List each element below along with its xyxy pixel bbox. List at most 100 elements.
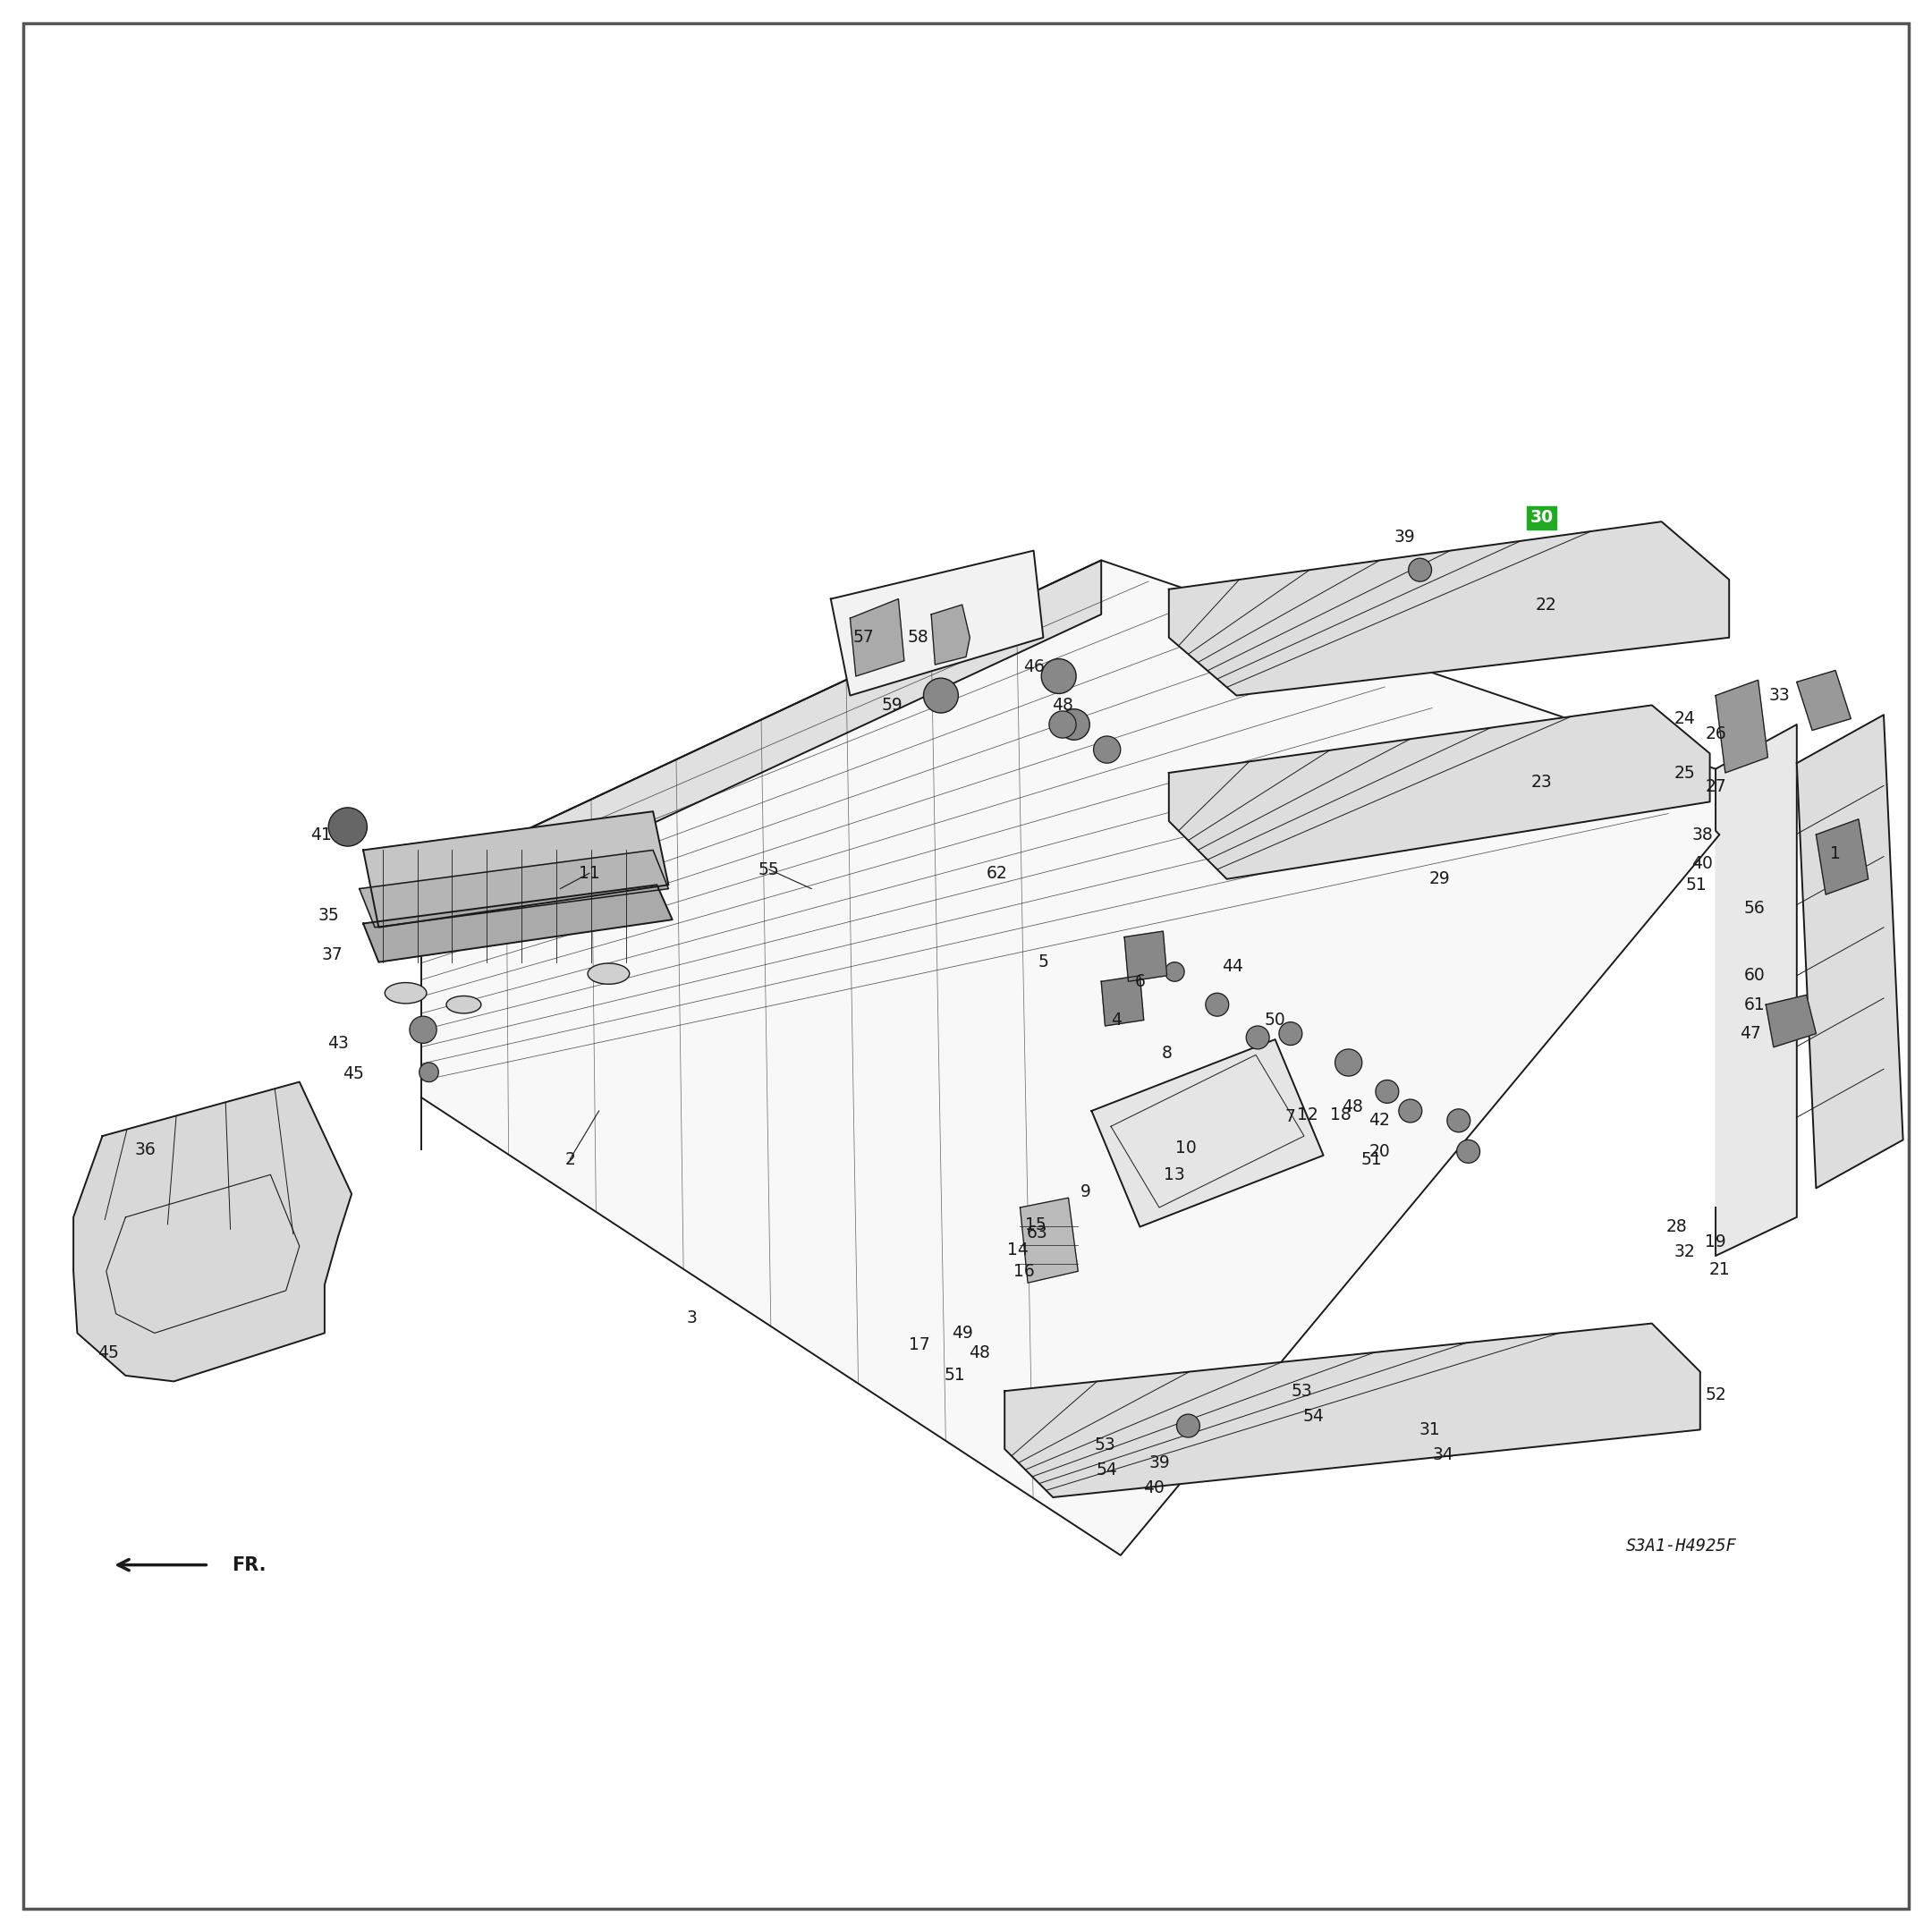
Text: 50: 50 [1265,1012,1285,1028]
Text: 1: 1 [1830,846,1841,862]
Text: 39: 39 [1150,1455,1169,1470]
Text: 19: 19 [1706,1235,1725,1250]
Polygon shape [1169,522,1729,696]
Circle shape [1408,558,1432,582]
Text: 24: 24 [1673,711,1696,726]
Polygon shape [1797,670,1851,730]
Ellipse shape [384,983,427,1003]
Polygon shape [1716,724,1797,1256]
Text: 42: 42 [1368,1113,1391,1128]
Circle shape [1279,1022,1302,1045]
Polygon shape [421,560,1101,931]
Text: 34: 34 [1432,1447,1455,1463]
Text: 40: 40 [1142,1480,1165,1495]
Ellipse shape [446,997,481,1012]
Text: 54: 54 [1095,1463,1119,1478]
Polygon shape [1716,680,1768,773]
Text: 48: 48 [1341,1099,1364,1115]
Circle shape [1376,1080,1399,1103]
Text: 57: 57 [854,630,873,645]
Text: 12: 12 [1298,1107,1318,1122]
Text: 56: 56 [1745,900,1764,916]
Text: 35: 35 [319,908,338,923]
Circle shape [1049,711,1076,738]
Text: 53: 53 [1095,1437,1115,1453]
Text: 53: 53 [1293,1383,1312,1399]
Text: 58: 58 [908,630,927,645]
Polygon shape [1124,931,1167,981]
Circle shape [1457,1140,1480,1163]
Polygon shape [359,850,668,927]
Text: FR.: FR. [232,1555,267,1575]
Circle shape [1094,736,1121,763]
Text: 29: 29 [1430,871,1449,887]
Polygon shape [850,599,904,676]
Text: 11: 11 [580,866,599,881]
Circle shape [1447,1109,1470,1132]
Text: 45: 45 [97,1345,120,1360]
Text: 20: 20 [1370,1144,1389,1159]
Text: 51: 51 [945,1368,964,1383]
Polygon shape [73,1082,352,1381]
Text: 26: 26 [1706,726,1725,742]
Text: 37: 37 [323,947,342,962]
Circle shape [1041,659,1076,694]
Text: 48: 48 [968,1345,991,1360]
Circle shape [1206,993,1229,1016]
Text: 18: 18 [1331,1107,1350,1122]
Circle shape [1399,1099,1422,1122]
Text: 61: 61 [1745,997,1764,1012]
Text: 8: 8 [1161,1045,1173,1061]
Text: 13: 13 [1165,1167,1184,1182]
Text: 43: 43 [327,1036,350,1051]
Text: 10: 10 [1177,1140,1196,1155]
Text: 46: 46 [1022,659,1045,674]
Text: 51: 51 [1362,1151,1381,1167]
Circle shape [1246,1026,1269,1049]
Text: 48: 48 [1051,697,1074,713]
Polygon shape [931,605,970,665]
Text: 51: 51 [1687,877,1706,893]
Polygon shape [1816,819,1868,895]
Text: 27: 27 [1706,779,1725,794]
Text: 17: 17 [910,1337,929,1352]
Text: 25: 25 [1675,765,1694,781]
Text: 52: 52 [1706,1387,1725,1403]
Text: 55: 55 [759,862,779,877]
Circle shape [410,1016,437,1043]
Polygon shape [363,811,668,927]
Polygon shape [831,551,1043,696]
Polygon shape [1092,1039,1323,1227]
Polygon shape [1797,715,1903,1188]
Polygon shape [1766,995,1816,1047]
Ellipse shape [587,964,630,983]
Text: 60: 60 [1745,968,1764,983]
Circle shape [1335,1049,1362,1076]
Text: 15: 15 [1026,1217,1045,1233]
Circle shape [1165,962,1184,981]
Text: 62: 62 [987,866,1007,881]
Circle shape [328,808,367,846]
Text: 9: 9 [1080,1184,1092,1200]
Text: 16: 16 [1014,1264,1034,1279]
Text: 32: 32 [1675,1244,1694,1260]
Text: 4: 4 [1111,1012,1122,1028]
Text: 14: 14 [1007,1242,1030,1258]
Text: 21: 21 [1710,1262,1729,1277]
Text: 23: 23 [1532,775,1551,790]
Polygon shape [1169,705,1710,879]
Polygon shape [421,560,1719,1555]
Circle shape [923,678,958,713]
Text: 28: 28 [1667,1219,1687,1235]
Circle shape [1059,709,1090,740]
Text: 2: 2 [564,1151,576,1167]
Text: 6: 6 [1134,974,1146,989]
Text: 44: 44 [1221,958,1244,974]
Text: 45: 45 [342,1066,365,1082]
Text: 7: 7 [1285,1109,1296,1124]
Polygon shape [1005,1323,1700,1497]
Text: 22: 22 [1536,597,1555,612]
Text: 38: 38 [1692,827,1712,842]
Polygon shape [1101,976,1144,1026]
Text: 36: 36 [135,1142,155,1157]
